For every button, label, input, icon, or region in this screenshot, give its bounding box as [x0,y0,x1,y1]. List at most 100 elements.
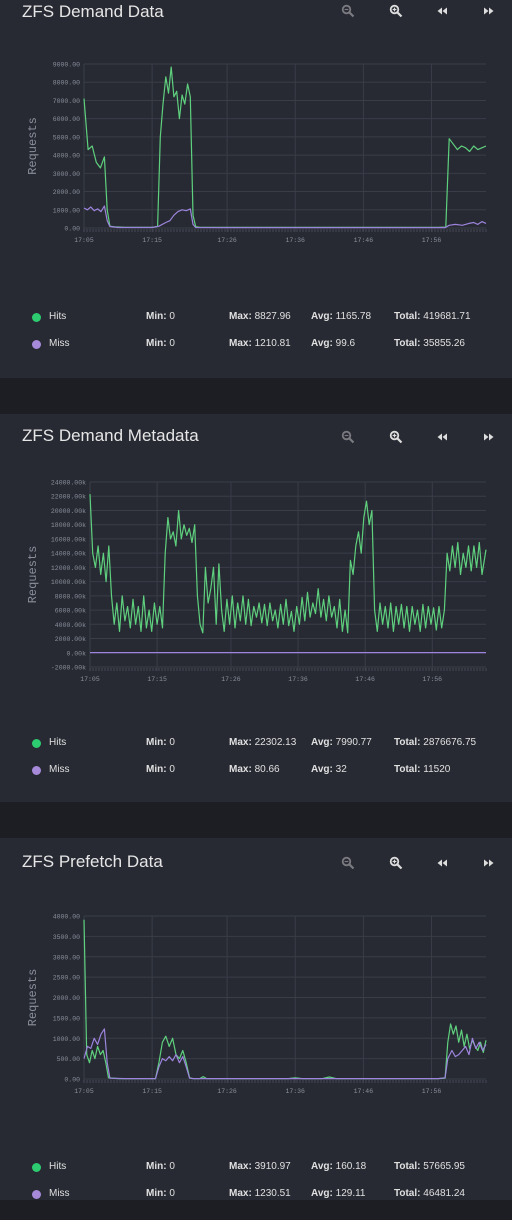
stat-avg: 7990.77 [335,737,372,748]
x-tick-label: 17:05 [80,676,100,683]
panel-zfs-prefetch-data: ZFS Prefetch Data 0.00 500.00 1000.00 1500.… [0,838,512,1200]
stat-total: 35855.26 [423,338,465,349]
zoom-in-icon[interactable] [389,4,405,20]
x-minor-ticks [89,668,487,671]
legend-row-miss[interactable]: Miss Min: 0 Max: 1210.81 Avg: 99.6 Total… [0,337,512,353]
chart-legend: Hits Min: 0 Max: 22302.13 Avg: 7990.77 T… [0,736,512,796]
stat-label: Avg: [311,1161,333,1172]
fast-forward-icon[interactable] [482,4,498,20]
stat-label: Max: [229,737,252,748]
stat-label: Avg: [311,338,333,349]
miss-color-dot [32,766,41,775]
stat-label: Max: [229,1161,252,1172]
y-tick-label: 9000.00 [53,62,80,69]
stat-label: Total: [394,764,421,775]
y-tick-label: 3500.00 [53,934,80,941]
y-tick-label: 20000.00k [51,508,86,515]
grid-lines [83,915,486,1083]
chart-legend: Hits Min: 0 Max: 8827.96 Avg: 1165.78 To… [0,310,512,370]
zoom-in-icon[interactable] [389,856,405,872]
legend-row-hits[interactable]: Hits Min: 0 Max: 3910.97 Avg: 160.18 Tot… [0,1160,512,1176]
stat-min: 0 [169,1161,175,1172]
y-tick-label: 8000.00k [55,593,86,600]
stat-total: 46481.24 [423,1188,465,1199]
stat-total: 419681.71 [423,311,471,322]
y-tick-label: 8000.00 [53,80,80,87]
stat-label: Max: [229,338,252,349]
zoom-out-icon[interactable] [341,856,357,872]
x-tick-label: 17:56 [423,676,443,683]
y-tick-label: -2000.00k [51,665,86,672]
stat-label: Total: [394,311,421,322]
stat-total: 2876676.75 [423,737,477,748]
stat-avg: 99.6 [335,338,356,349]
legend-series-name: Hits [49,1161,67,1172]
y-tick-label: 24000.00k [51,480,86,487]
stat-min: 0 [169,737,175,748]
y-tick-label: 7000.00 [53,98,80,105]
y-tick-label: 10000.00k [51,579,86,586]
stat-label: Max: [229,311,252,322]
legend-row-miss[interactable]: Miss Min: 0 Max: 1230.51 Avg: 129.11 Tot… [0,1187,512,1203]
prefetch-data-chart[interactable]: 0.00 500.00 1000.00 1500.00 2000.00 2500.00 30… [0,900,512,1170]
stat-label: Total: [394,1161,421,1172]
x-tick-label: 17:46 [354,1088,374,1095]
stat-label: Avg: [311,311,333,322]
x-tick-label: 17:56 [422,1088,442,1095]
stat-label: Min: [146,1188,167,1199]
stat-min: 0 [169,338,175,349]
x-tick-label: 17:15 [142,237,162,244]
x-tick-label: 17:15 [147,676,167,683]
stat-avg: 129.11 [335,1188,366,1199]
x-tick-label: 17:56 [422,237,442,244]
stat-avg: 160.18 [335,1161,367,1172]
x-tick-label: 17:36 [285,1088,305,1095]
y-tick-label: 0.00 [64,1077,80,1084]
series-line-hits [83,919,487,1080]
zoom-in-icon[interactable] [389,430,405,446]
fast-forward-icon[interactable] [482,430,498,446]
zoom-out-icon[interactable] [341,430,357,446]
demand-data-chart[interactable]: 0.00 1000.00 2000.00 3000.00 4000.00 5000.00 6… [0,44,512,314]
rewind-icon[interactable] [435,430,451,446]
stat-total: 11520 [423,764,451,775]
y-tick-label: 14000.00k [51,551,86,558]
stat-max: 22302.13 [254,737,297,748]
demand-metadata-chart[interactable]: -2000.00k 0.00k 2000.00k 4000.00k 6000.00k 80… [0,470,512,750]
y-tick-label: 6000.00 [53,116,80,123]
stat-label: Total: [394,1188,421,1199]
fast-forward-icon[interactable] [482,856,498,872]
y-tick-label: 1000.00 [53,207,80,214]
stat-label: Total: [394,737,421,748]
y-axis-label: Requests [26,546,40,604]
panel-zfs-demand-metadata: ZFS Demand Metadata -2000.00k 0.00k 2000.0… [0,414,512,802]
rewind-icon[interactable] [435,4,451,20]
x-tick-label: 17:26 [221,676,241,683]
hits-color-dot [32,739,41,748]
stat-max: 8827.96 [254,311,291,322]
zoom-out-icon[interactable] [341,4,357,20]
stat-label: Min: [146,1161,167,1172]
stat-avg: 32 [335,764,347,775]
miss-color-dot [32,340,41,349]
legend-row-miss[interactable]: Miss Min: 0 Max: 80.66 Avg: 32 Total: 11… [0,763,512,779]
rewind-icon[interactable] [435,856,451,872]
stat-avg: 1165.78 [335,311,372,322]
stat-label: Min: [146,764,167,775]
grid-lines [83,63,486,232]
stat-label: Avg: [311,737,333,748]
x-minor-ticks [83,229,487,232]
x-tick-label: 17:26 [217,1088,237,1095]
legend-row-hits[interactable]: Hits Min: 0 Max: 8827.96 Avg: 1165.78 To… [0,310,512,326]
x-minor-ticks [83,1080,487,1083]
x-tick-label: 17:36 [288,676,308,683]
y-tick-label: 18000.00k [51,522,86,529]
series-line-hits [89,494,487,634]
y-tick-label: 500.00 [57,1056,81,1063]
stat-label: Min: [146,338,167,349]
stat-label: Avg: [311,764,333,775]
x-tick-label: 17:26 [217,237,237,244]
legend-row-hits[interactable]: Hits Min: 0 Max: 22302.13 Avg: 7990.77 T… [0,736,512,752]
stat-label: Max: [229,764,252,775]
chart-legend: Hits Min: 0 Max: 3910.97 Avg: 160.18 Tot… [0,1160,512,1220]
